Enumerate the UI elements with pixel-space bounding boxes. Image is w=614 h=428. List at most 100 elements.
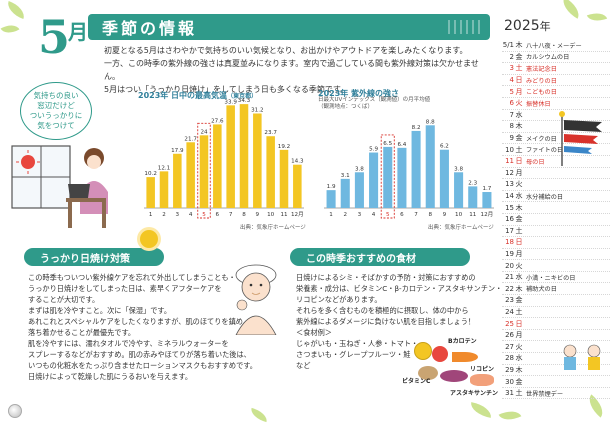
data-label: 1.9 [327,184,336,190]
data-label: 8.2 [412,125,421,131]
bar [279,149,289,208]
tick-label: 12月 [481,211,494,218]
calendar-weekday: 木 [515,284,523,293]
salmon-icon [470,374,494,386]
tomato-icon [432,346,448,362]
chart-uv-note: 日最大UVインデックス（観測値）の月平均値 （観測地点：つくば） [318,97,430,111]
calendar-weekday: 月 [515,168,523,177]
calendar-row: 24 土 [502,307,610,319]
calendar-weekday: 金 [515,52,523,61]
calendar-year-suffix: 年 [539,20,551,33]
calendar-date: 5/1 [502,41,514,50]
bar [213,124,222,208]
tick-label: 3 [176,212,180,218]
data-label: 5.9 [369,147,378,153]
desk-leg [68,202,72,228]
sweet-potato-icon [440,370,468,382]
tick-label: 5 [202,212,206,218]
chart-uv-note-line: （観測地点：つくば） [318,104,374,110]
calendar-weekday: 土 [515,307,523,316]
calendar-date: 9 [509,134,514,143]
tick-label: 8 [428,212,432,218]
calendar-row: 25 日 [502,318,610,330]
data-label: 12.1 [158,165,171,171]
calendar-date: 20 [505,261,514,270]
bar [226,105,235,208]
calendar-date: 25 [505,319,514,328]
calendar-date: 5 [509,87,514,96]
tick-label: 6 [216,212,220,218]
sunburn-line: することが大切です。 [28,295,100,304]
calendar-row: 18 日 [502,237,610,249]
calendar-date: 14 [505,192,514,201]
chart-temp-source: 出典：気象庁ホームページ [240,225,306,231]
sunburn-line: 落ち着かせることが最優先です。 [28,328,136,337]
bar [468,186,478,208]
calendar-date: 29 [505,365,514,374]
bar [383,146,393,208]
data-label: 6.5 [383,141,392,147]
calendar-row: 11 日母の日 [502,156,610,168]
chart-temp-title-text: 2023年 日中の最高気温 [138,91,228,100]
tick-label: 12月 [291,211,304,218]
calendar-weekday: 日 [515,76,523,85]
bar [454,172,464,208]
calendar-row: 9 金メイクの日 [502,133,610,145]
data-label: 34.3 [238,98,251,104]
calendar-row: 3 土憲法記念日 [502,63,610,75]
calendar-date: 16 [505,215,514,224]
month-number: 5 [38,10,71,64]
calendar-date: 3 [509,64,514,73]
highlight-box [197,122,211,219]
calendar-date: 11 [505,157,514,166]
foods-line: 日焼けによるシミ・そばかすの予防・対策におすすめの [296,273,476,282]
bar [340,178,350,208]
calendar-event: 母の日 [526,158,545,166]
ring-hole-icon [8,404,22,418]
calendar-weekday: 日 [515,238,523,247]
calendar-event: カルシウムの日 [526,54,570,62]
calendar-event: 世界禁煙デー [526,390,564,398]
bar [239,104,249,208]
calendar-row: 10 土ファイトの日 [502,144,610,156]
bar [186,142,195,208]
foods-line: 紫外線によるダメージに負けない肌を目指しましょう！ [296,317,476,326]
sunburn-line: この時季もついつい紫外線ケアを忘れて外出してしまうことも・・・ [28,273,251,282]
calendar-row: 28 水 [502,353,610,365]
data-label: 3.8 [454,166,463,172]
chart-uv-note-line: 日最大UVインデックス（観測値）の月平均値 [318,97,431,103]
calendar-event: 八十八夜・メーデー [526,42,582,50]
bar [266,136,275,208]
leaf-decoration [469,402,493,418]
data-label: 3.8 [355,166,364,172]
calendar-date: 13 [505,180,514,189]
data-label: 21.7 [184,136,197,142]
foods-line: 栄養素・成分は、ビタミンC・β-カロテン・アスタキサンチン・ [296,284,503,293]
sunburn-heading: うっかり日焼け対策 [24,248,164,266]
highlight-box [380,134,395,219]
bar [397,147,407,208]
calendar-weekday: 金 [515,296,523,305]
bar [293,164,302,208]
bar [146,177,155,208]
speech-bubble: 気持ちの良い 窓辺だけど ついうっかりに 気をつけて [20,82,92,140]
calendar-weekday: 月 [515,331,523,340]
bar [159,171,169,208]
data-label: 17.9 [171,148,184,154]
calendar-event: 水分補給の日 [526,193,564,201]
calendar-date: 18 [505,238,514,247]
calendar-row: 20 火 [502,260,610,272]
foods-line: など [296,361,311,370]
calendar-row: 17 土 [502,226,610,238]
woman-at-window-illustration [11,145,108,228]
sunburn-line: 日焼けによって乾燥した肌にうるおいを与えます。 [28,372,193,381]
calendar-date: 28 [505,354,514,363]
calendar-date: 10 [505,145,514,154]
data-label: 27.6 [211,118,224,124]
tick-label: 11 [280,212,288,218]
calendar-date: 31 [505,389,514,398]
tick-label: 11 [469,212,477,218]
foods-line: じゃがいも・玉ねぎ・人参・トマト・ [296,339,419,348]
data-label: 6.2 [440,144,449,150]
